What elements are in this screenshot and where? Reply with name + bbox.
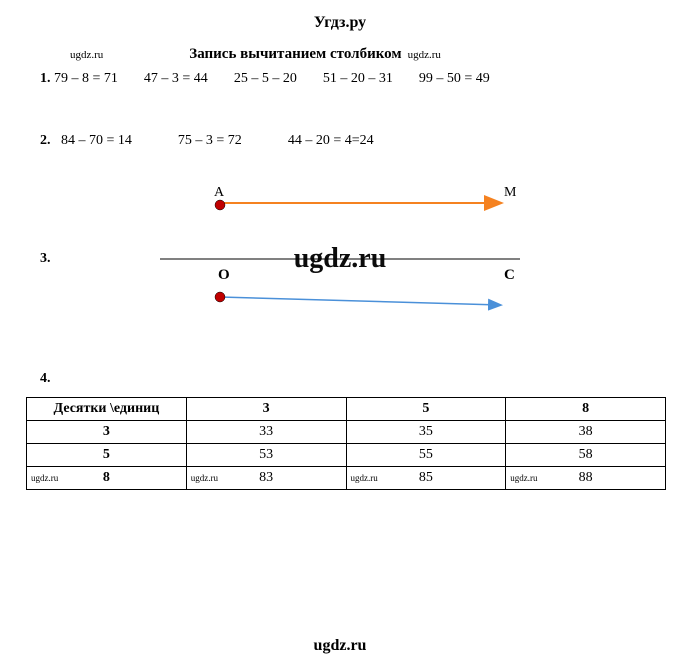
- watermark-center: ugdz.ru: [294, 243, 387, 275]
- question-4-number: 4.: [40, 371, 640, 397]
- page-title: Запись вычитанием столбиком: [109, 46, 401, 63]
- cell: ugdz.ru 85: [346, 467, 506, 490]
- q1-item-0: 79 – 8 = 71: [54, 71, 118, 86]
- question-1: 1. 79 – 8 = 71 47 – 3 = 44 25 – 5 – 20 5…: [40, 71, 640, 133]
- table-header-label: Десятки \единиц: [27, 398, 187, 421]
- cell-val: 83: [259, 470, 273, 486]
- watermark-small-right: ugdz.ru: [402, 49, 447, 61]
- cell-val: 88: [579, 470, 593, 486]
- q1-item-2: 25 – 5 – 20: [234, 71, 297, 87]
- row-label: ugdz.ru 8: [27, 467, 187, 490]
- cell-val: 85: [419, 470, 433, 486]
- cell: 35: [346, 421, 506, 444]
- table-col-2: 8: [506, 398, 666, 421]
- content-area: ugdz.ru Запись вычитанием столбиком ugdz…: [0, 40, 680, 490]
- watermark-header: Угдз.ру: [0, 0, 680, 40]
- cell: 55: [346, 444, 506, 467]
- cell: 33: [186, 421, 346, 444]
- row-label: 5: [27, 444, 187, 467]
- table-row: ugdz.ru 8 ugdz.ru 83 ugdz.ru 85 ugdz.ru …: [27, 467, 666, 490]
- tens-units-table: Десятки \единиц 3 5 8 3 33 35 38 5 53 55…: [26, 397, 666, 490]
- q2-num: 2.: [40, 133, 51, 148]
- title-row: ugdz.ru Запись вычитанием столбиком ugdz…: [40, 40, 640, 71]
- table-row: 5 53 55 58: [27, 444, 666, 467]
- table-header-row: Десятки \единиц 3 5 8: [27, 398, 666, 421]
- q1-item-3: 51 – 20 – 31: [323, 71, 393, 87]
- watermark-small-left: ugdz.ru: [40, 49, 109, 61]
- q1-item-1: 47 – 3 = 44: [144, 71, 208, 87]
- cell: ugdz.ru 88: [506, 467, 666, 490]
- cell-watermark: ugdz.ru: [31, 473, 58, 483]
- q1-item-4: 99 – 50 = 49: [419, 71, 490, 87]
- cell: 58: [506, 444, 666, 467]
- cell: 53: [186, 444, 346, 467]
- row-label-val: 8: [103, 470, 110, 486]
- cell-watermark: ugdz.ru: [510, 473, 537, 483]
- question-3-figure: 3. A M O C ugdz.ru: [40, 173, 640, 343]
- q2-item-1: 75 – 3 = 72: [178, 133, 242, 149]
- question-3-number: 3.: [40, 251, 51, 267]
- cell: ugdz.ru 83: [186, 467, 346, 490]
- question-2-number: 2. 84 – 70 = 14: [40, 133, 132, 149]
- question-1-number: 1. 79 – 8 = 71: [40, 71, 118, 87]
- row-label: 3: [27, 421, 187, 444]
- cell-watermark: ugdz.ru: [191, 473, 218, 483]
- q1-num: 1.: [40, 71, 51, 86]
- table-col-0: 3: [186, 398, 346, 421]
- watermark-footer: ugdz.ru: [0, 637, 680, 655]
- q2-item-0: 84 – 70 = 14: [61, 133, 132, 148]
- q2-item-2: 44 – 20 = 4=24: [288, 133, 374, 149]
- table-row: 3 33 35 38: [27, 421, 666, 444]
- cell: 38: [506, 421, 666, 444]
- table-col-1: 5: [346, 398, 506, 421]
- cell-watermark: ugdz.ru: [351, 473, 378, 483]
- question-2: 2. 84 – 70 = 14 75 – 3 = 72 44 – 20 = 4=…: [40, 133, 640, 173]
